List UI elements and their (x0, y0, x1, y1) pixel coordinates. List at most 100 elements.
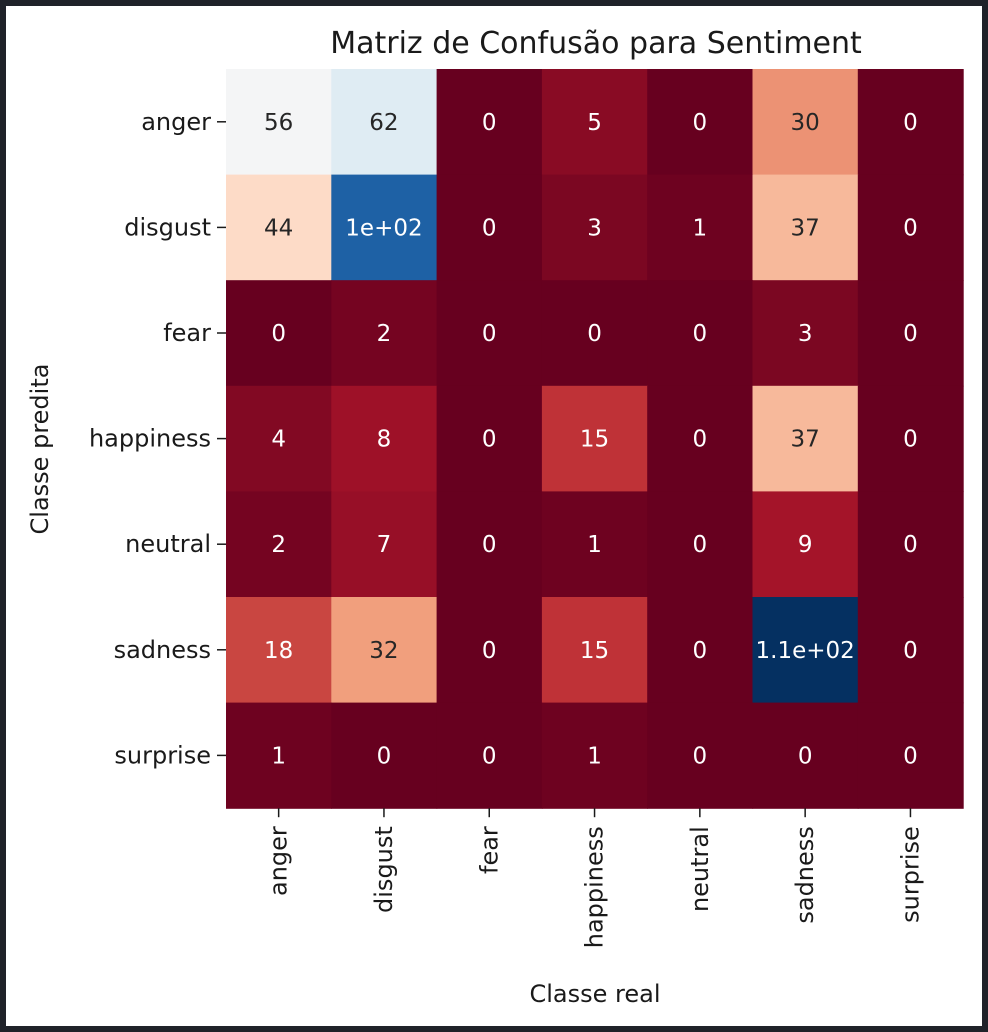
x-axis: anger disgust fear happiness neutral sadness s… (265, 808, 924, 948)
cell-value-label: 0 (482, 321, 497, 347)
cell-value-label: 0 (903, 321, 918, 347)
heatmap-cell (647, 280, 754, 387)
heatmap-cell (436, 491, 543, 598)
heatmap-cell (541, 69, 648, 176)
heatmap-cell (541, 174, 648, 281)
cell-value-label: 0 (693, 321, 708, 347)
cell-value-label: 0 (377, 743, 392, 769)
cell-value-label: 1 (693, 215, 708, 241)
cell-value-label: 1 (587, 532, 602, 558)
cell-value-label: 1.1e+02 (756, 638, 855, 664)
cell-value-label: 0 (482, 532, 497, 558)
cell-value-label: 62 (369, 110, 398, 136)
heatmap-cell (331, 174, 438, 281)
cell-value-label: 1e+02 (345, 215, 422, 241)
cell-value-label: 18 (264, 638, 293, 664)
y-tick-label: fear (163, 319, 211, 347)
cell-value-label: 0 (482, 427, 497, 453)
cell-value-label: 5 (587, 110, 602, 136)
cell-value-label: 0 (903, 427, 918, 453)
cell-value-label: 8 (377, 427, 392, 453)
x-tick-label: anger (265, 826, 293, 896)
heatmap-cell (331, 702, 438, 809)
heatmap-cell (226, 491, 332, 598)
heatmap-cell (541, 702, 648, 809)
cell-value-label: 44 (264, 215, 293, 241)
heatmap-cell (857, 491, 964, 598)
heatmap-cell (752, 702, 859, 809)
y-tick-label: disgust (124, 213, 211, 241)
cell-value-label: 3 (798, 321, 813, 347)
heatmap-cell (541, 385, 648, 492)
heatmap-cell (541, 491, 648, 598)
cell-value-label: 9 (798, 532, 813, 558)
x-tick-label: sadness (791, 826, 819, 923)
cell-value-label: 30 (791, 110, 820, 136)
x-axis-label: Classe real (529, 980, 660, 1008)
heatmap-cell (331, 69, 438, 176)
heatmap-cells (226, 69, 964, 809)
cell-value-label: 1 (587, 743, 602, 769)
y-tick-label: anger (141, 108, 211, 136)
heatmap-cell (857, 702, 964, 809)
cell-value-label: 0 (693, 427, 708, 453)
x-tick-label: surprise (896, 826, 924, 923)
cell-value-label: 0 (587, 321, 602, 347)
heatmap-cell (752, 385, 859, 492)
heatmap-cell (226, 702, 332, 809)
y-tick-label: neutral (125, 530, 211, 558)
y-tick-label: happiness (89, 425, 211, 453)
cell-value-label: 15 (580, 638, 609, 664)
cell-value-label: 56 (264, 110, 293, 136)
heatmap-cell (331, 385, 438, 492)
heatmap-cell (857, 174, 964, 281)
heatmap-cell (436, 597, 543, 704)
heatmap-cell (647, 702, 754, 809)
chart-title: Matriz de Confusão para Sentiment (330, 26, 862, 61)
heatmap-cell (647, 597, 754, 704)
heatmap-cell (331, 280, 438, 387)
cell-value-label: 2 (271, 532, 286, 558)
heatmap-cell (752, 69, 859, 176)
cell-value-label: 0 (693, 638, 708, 664)
x-tick-label: fear (475, 826, 503, 874)
cell-value-label: 1 (271, 743, 286, 769)
cell-value-label: 3 (587, 215, 602, 241)
cell-value-label: 0 (903, 110, 918, 136)
cell-value-label: 37 (791, 427, 820, 453)
cell-annotations: 56 62 0 5 0 30 044 1e+02 0 3 1 37 00 2 0 0 0 3 04 8 0 15 0 37 02… (264, 110, 918, 770)
cell-value-label: 15 (580, 427, 609, 453)
heatmap-cell (752, 280, 859, 387)
cell-value-label: 0 (482, 743, 497, 769)
heatmap-cell (436, 174, 543, 281)
heatmap-cell (541, 280, 648, 387)
cell-value-label: 37 (791, 215, 820, 241)
heatmap-cell (541, 597, 648, 704)
cell-value-label: 0 (693, 110, 708, 136)
heatmap-cell (226, 280, 332, 387)
heatmap-cell (436, 385, 543, 492)
heatmap-cell (226, 597, 332, 704)
cell-value-label: 0 (903, 215, 918, 241)
x-tick-label: happiness (581, 826, 609, 948)
cell-value-label: 32 (369, 638, 398, 664)
heatmap-cell (647, 385, 754, 492)
y-axis-label: Classe predita (26, 364, 54, 535)
cell-value-label: 0 (271, 321, 286, 347)
heatmap-cell (857, 385, 964, 492)
confusion-matrix-chart: Matriz de Confusão para Sentiment 56 62 0 5… (26, 26, 964, 1008)
heatmap-cell (226, 174, 332, 281)
x-tick-label: neutral (686, 826, 714, 912)
cell-value-label: 0 (482, 215, 497, 241)
heatmap-cell (436, 702, 543, 809)
cell-value-label: 0 (903, 638, 918, 664)
heatmap-cell (752, 491, 859, 598)
heatmap-cell (647, 174, 754, 281)
cell-value-label: 0 (482, 638, 497, 664)
heatmap-cell (857, 69, 964, 176)
cell-value-label: 0 (903, 743, 918, 769)
heatmap-cell (752, 597, 859, 704)
heatmap-cell (226, 385, 332, 492)
heatmap-cell (436, 69, 543, 176)
heatmap-cell (752, 174, 859, 281)
